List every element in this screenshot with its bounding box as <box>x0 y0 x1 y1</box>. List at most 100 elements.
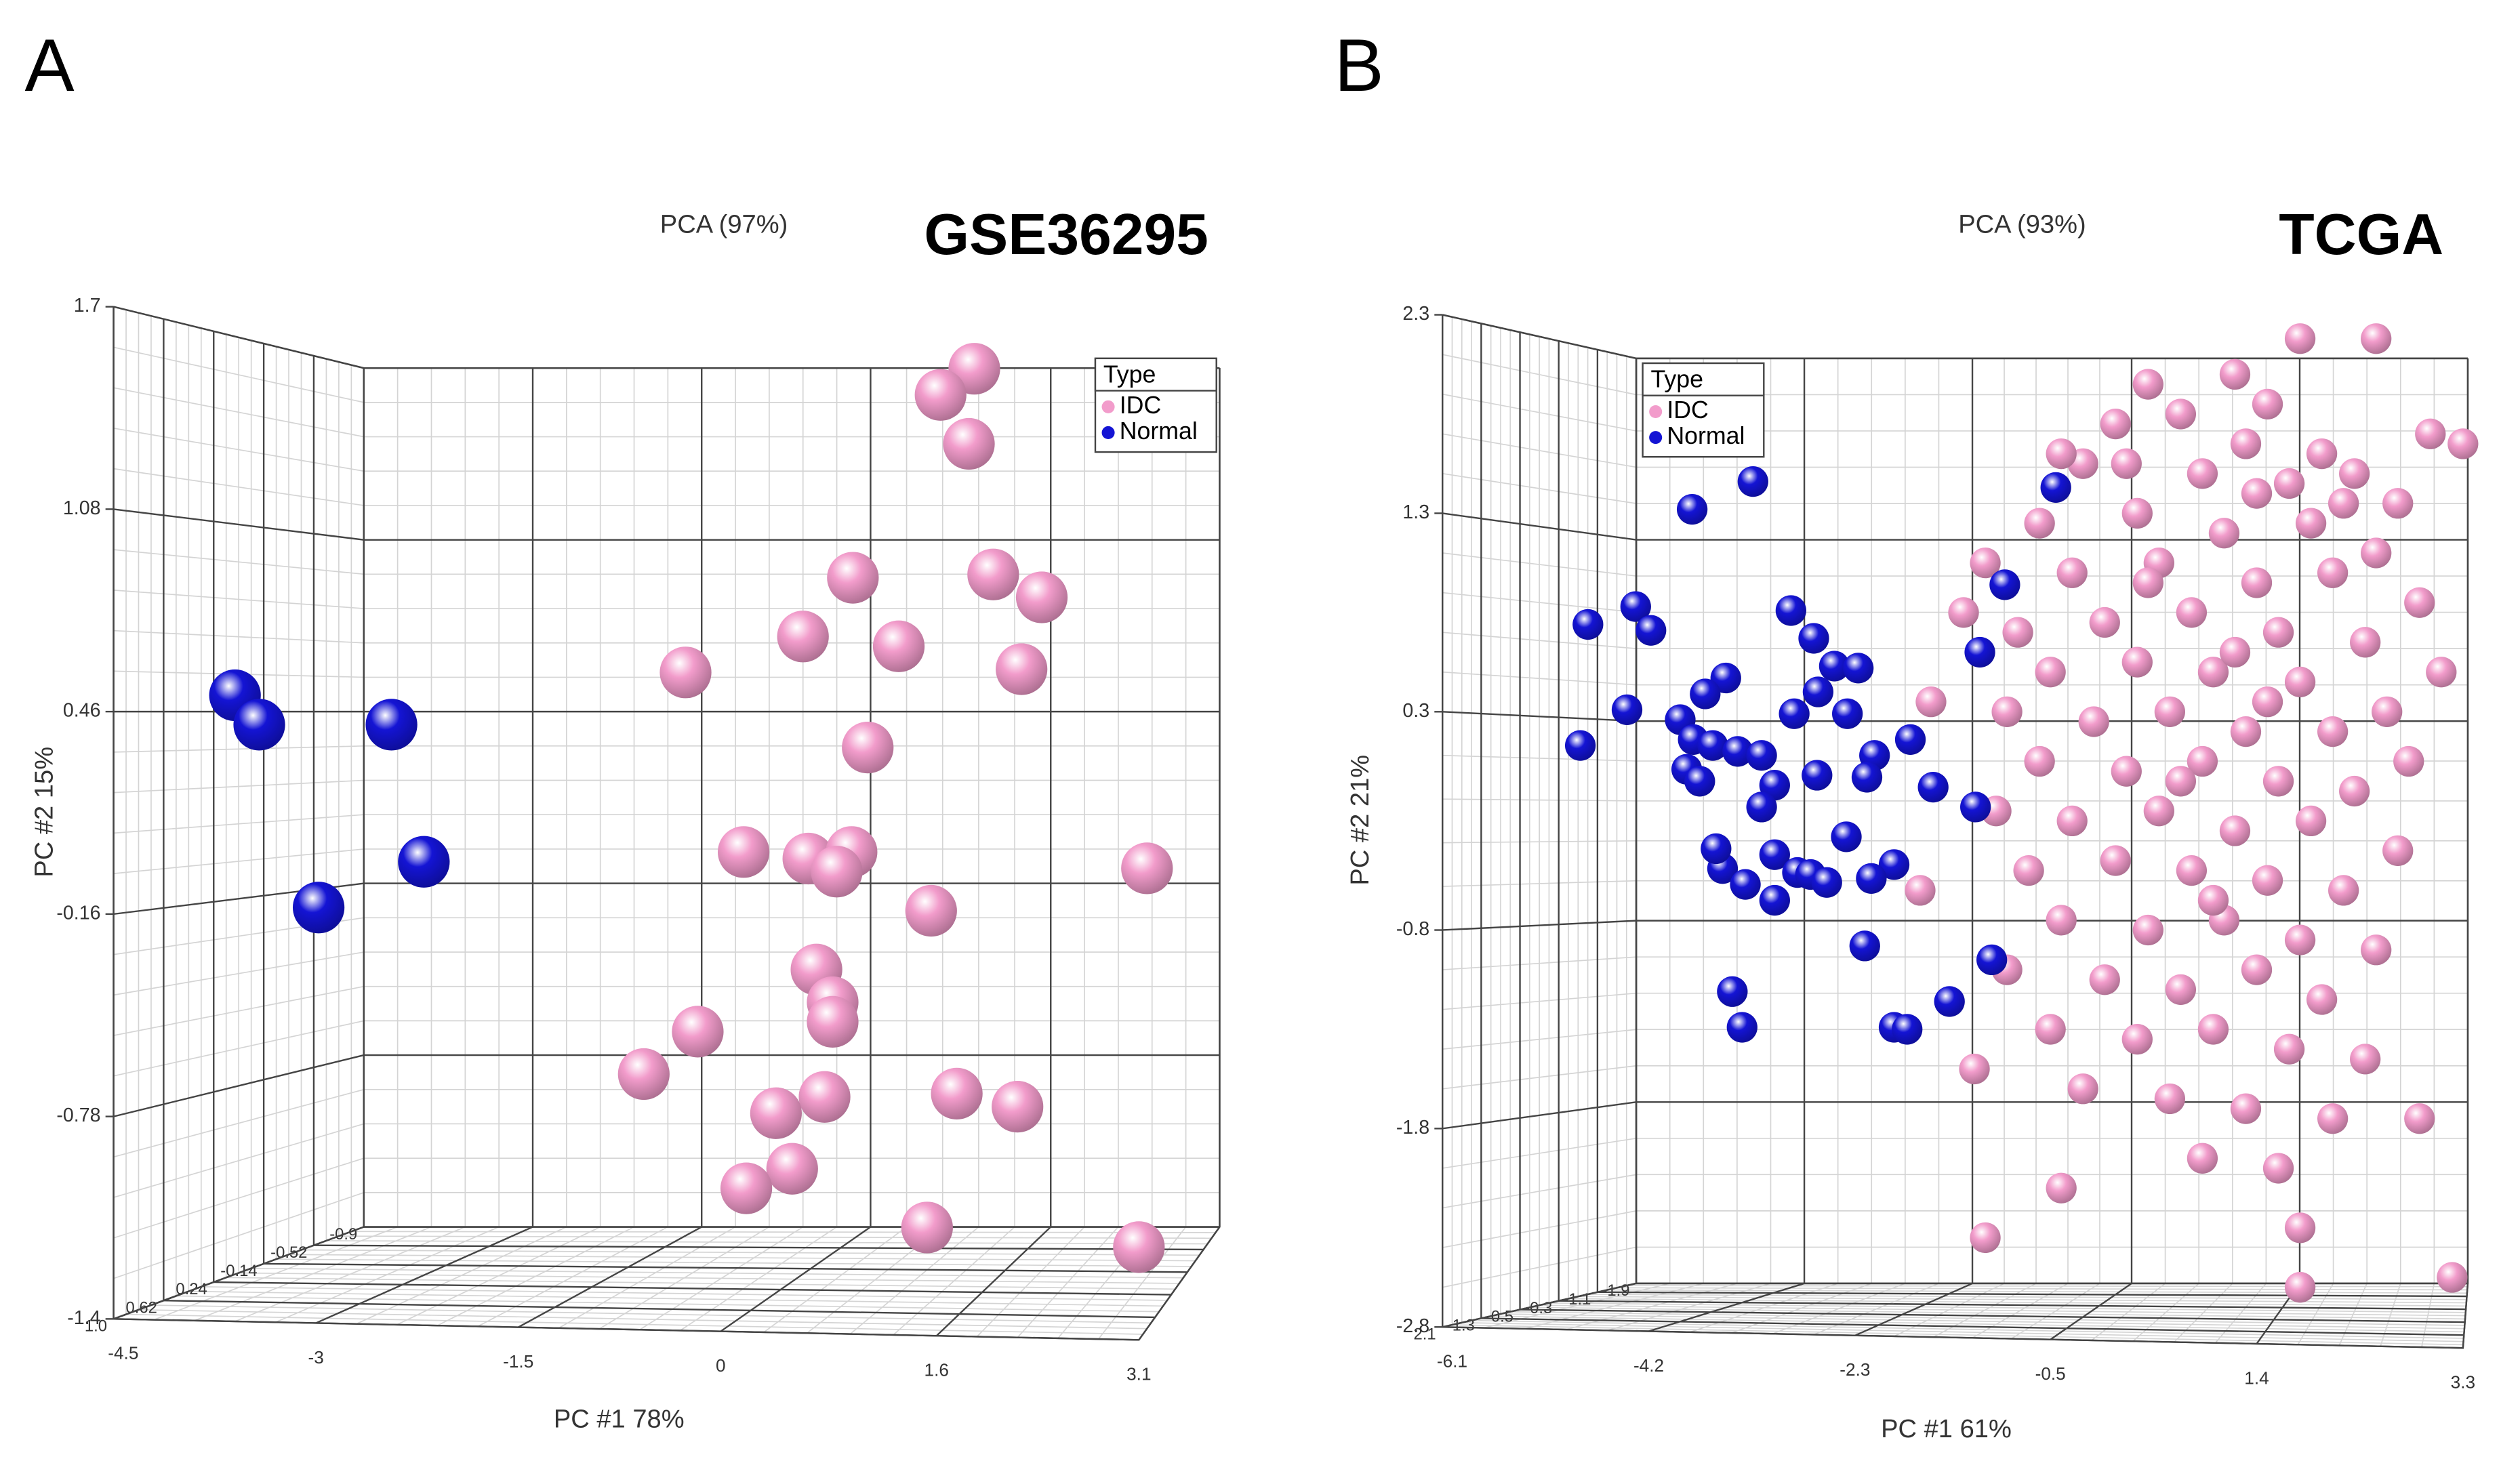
minor-grid <box>1500 1313 2464 1330</box>
data-point <box>1746 740 1777 771</box>
x-tick-label: -2.3 <box>1840 1359 1870 1380</box>
data-point <box>2100 409 2131 440</box>
data-point <box>1917 771 1949 803</box>
grid-line <box>1442 711 1637 722</box>
data-point <box>2262 617 2294 648</box>
data-point <box>2046 438 2077 470</box>
data-point <box>717 826 770 878</box>
data-point <box>1970 548 2001 579</box>
y-tick-label: 1.08 <box>63 497 101 519</box>
minor-grid <box>351 1231 1216 1233</box>
data-point <box>811 846 863 898</box>
legend-title: Type <box>1103 361 1156 388</box>
data-point <box>2350 627 2381 658</box>
data-point <box>2273 468 2305 499</box>
data-point <box>365 699 418 751</box>
data-point <box>931 1067 983 1120</box>
data-point <box>1851 762 1883 793</box>
z-tick-label: 0.24 <box>176 1280 207 1298</box>
data-point <box>2284 666 2316 698</box>
frame <box>1442 1282 1637 1328</box>
data-point <box>1737 466 1768 497</box>
y-tick-label: -0.78 <box>56 1105 100 1126</box>
minor-grid <box>301 1249 1200 1256</box>
data-point <box>2252 686 2283 718</box>
data-point <box>1717 976 1748 1007</box>
data-point <box>1746 791 1777 823</box>
data-point <box>1976 944 2008 976</box>
x-tick-label: 0 <box>716 1355 726 1376</box>
data-point <box>2284 1272 2316 1303</box>
data-point <box>872 620 925 672</box>
data-point <box>2154 1083 2185 1115</box>
grid-line <box>1442 512 1637 541</box>
data-point <box>914 369 967 421</box>
data-point <box>2252 865 2283 896</box>
legend-marker <box>1101 426 1115 439</box>
data-point <box>233 699 285 751</box>
x-tick-label: 3.1 <box>1126 1364 1151 1384</box>
y-tick-label: -0.16 <box>56 902 100 924</box>
data-point <box>1722 736 1753 767</box>
data-point <box>659 646 712 699</box>
data-point <box>901 1201 953 1254</box>
data-point <box>1802 676 1834 707</box>
z-tick-label: 0.5 <box>1491 1308 1513 1326</box>
minor-grid <box>1452 1324 2464 1346</box>
data-point <box>2197 657 2229 688</box>
minor-grid <box>1510 1311 2465 1326</box>
legend-label: Normal <box>1120 417 1198 445</box>
data-point <box>2176 597 2208 628</box>
data-point <box>807 995 859 1048</box>
data-point <box>2165 766 2197 797</box>
grid-line <box>264 1262 1187 1273</box>
data-point <box>1564 730 1596 761</box>
minor-grid <box>1539 1304 2466 1317</box>
data-point <box>2197 884 2229 916</box>
grid-line <box>1520 1309 2465 1323</box>
minor-grid <box>326 1240 1208 1245</box>
minor-grid <box>226 1277 1175 1290</box>
legend-label: Normal <box>1667 422 1745 449</box>
data-point <box>2361 537 2392 569</box>
minor-grid <box>150 1304 1152 1324</box>
data-point <box>2317 716 2349 747</box>
data-point <box>1894 724 1926 755</box>
data-point <box>2273 1033 2305 1065</box>
data-point <box>992 1081 1044 1133</box>
z-tick-label: 1.3 <box>1452 1317 1475 1335</box>
frame <box>113 1226 365 1320</box>
legend-marker <box>1649 405 1663 419</box>
data-point <box>1849 930 1880 962</box>
data-point <box>1690 678 1721 709</box>
y-tick-label: -2.8 <box>1396 1315 1429 1337</box>
legend-marker <box>1649 431 1663 445</box>
data-point <box>292 882 345 934</box>
minor-grid <box>1461 1322 2464 1342</box>
data-point <box>2056 805 2088 837</box>
minor-grid <box>176 1295 1160 1313</box>
data-point <box>1676 493 1708 525</box>
legend-label: IDC <box>1667 396 1709 424</box>
panel-letter: B <box>1335 24 1384 107</box>
data-point <box>2089 964 2120 995</box>
minor-grid <box>1549 1302 2466 1313</box>
data-point <box>2415 418 2446 449</box>
data-point <box>2262 766 2294 797</box>
data-point <box>2328 875 2359 906</box>
z-tick-label: 0.62 <box>126 1298 157 1317</box>
data-point <box>2165 398 2197 430</box>
minor-grid <box>1471 1319 2464 1339</box>
data-point <box>1831 821 1862 852</box>
minor-grid <box>201 1285 1168 1301</box>
data-point <box>2426 657 2457 688</box>
data-point <box>1811 867 1842 898</box>
grid-line <box>313 1244 1204 1251</box>
minor-grid <box>1529 1306 2466 1320</box>
x-tick-label: -0.5 <box>2035 1363 2066 1384</box>
grid-line <box>1481 1317 2464 1336</box>
data-point <box>2339 458 2370 489</box>
z-tick-label: 1.0 <box>85 1317 107 1336</box>
data-point <box>2447 428 2479 459</box>
data-point <box>1611 694 1643 726</box>
